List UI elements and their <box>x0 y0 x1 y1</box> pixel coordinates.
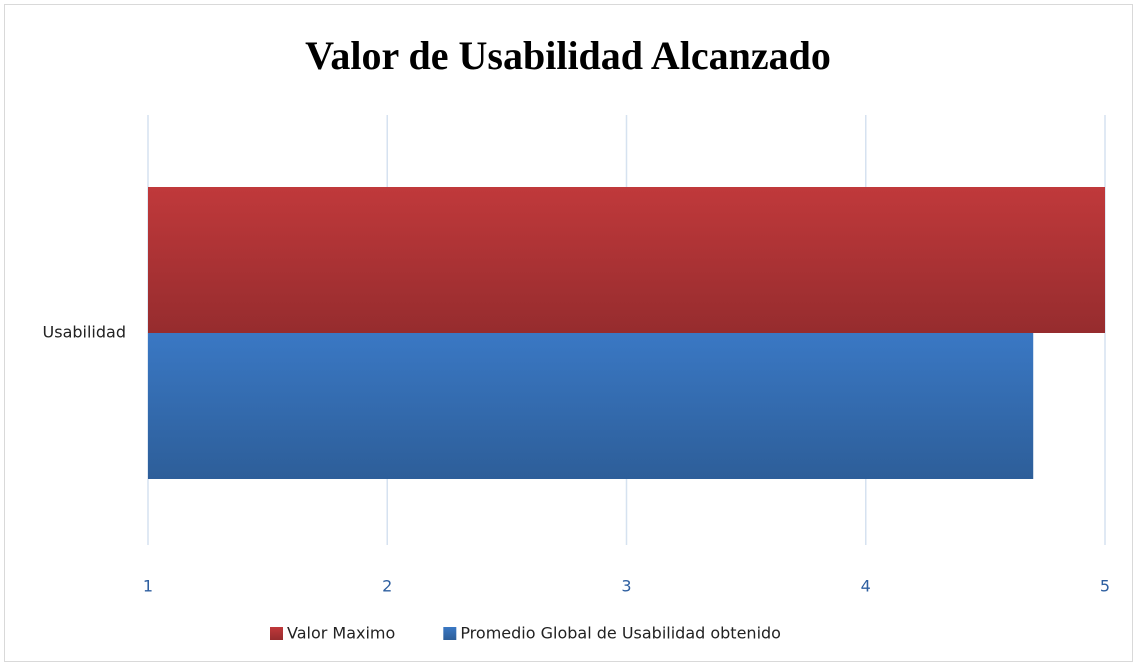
bar <box>148 333 1034 479</box>
legend-label: Valor Maximo <box>287 624 395 643</box>
legend-swatch <box>270 627 283 640</box>
legend-swatch <box>443 627 457 640</box>
x-tick-label: 3 <box>621 577 631 596</box>
x-tick-label: 4 <box>861 577 871 596</box>
y-tick-label: Usabilidad <box>43 323 126 342</box>
bar <box>148 187 1105 333</box>
chart-title: Valor de Usabilidad Alcanzado <box>305 33 831 78</box>
legend-label: Promedio Global de Usabilidad obtenido <box>460 624 781 643</box>
x-tick-label: 5 <box>1100 577 1110 596</box>
x-tick-label: 2 <box>382 577 392 596</box>
x-tick-label: 1 <box>143 577 153 596</box>
